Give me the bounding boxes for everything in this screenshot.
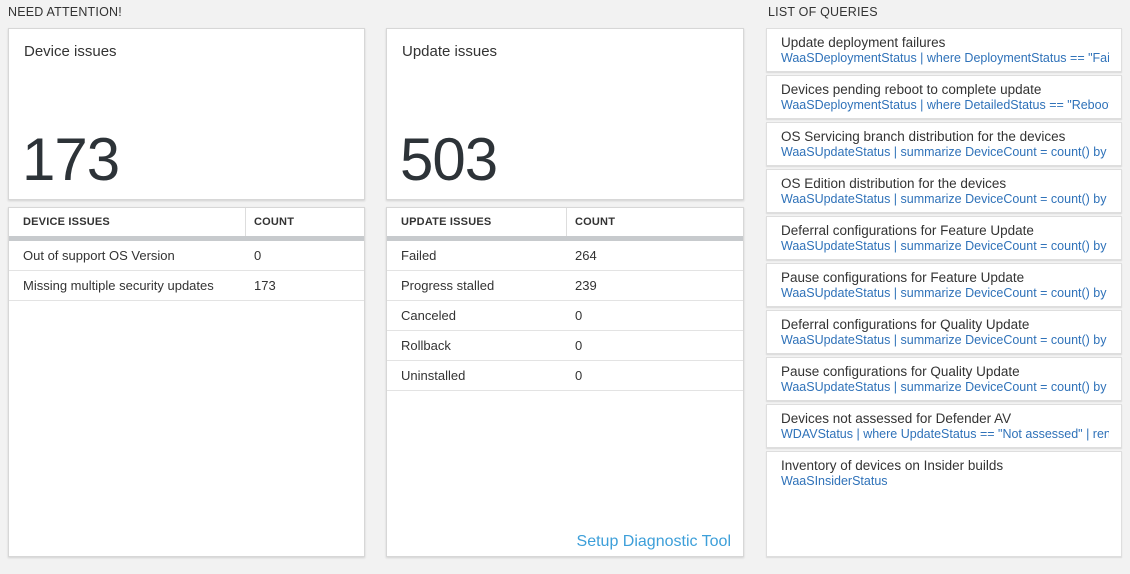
device-issues-tile[interactable]: Device issues 173 — [8, 28, 365, 200]
issue-label: Uninstalled — [401, 368, 466, 383]
query-title: Devices not assessed for Defender AV — [781, 411, 1012, 426]
query-item[interactable]: Deferral configurations for Feature Upda… — [766, 216, 1122, 260]
need-attention-section-header: NEED ATTENTION! — [8, 5, 122, 19]
device-issues-column-header: DEVICE ISSUES — [9, 208, 246, 236]
table-row[interactable]: Uninstalled 0 — [387, 361, 743, 391]
query-text: WDAVStatus | where UpdateStatus == "Not … — [781, 427, 1109, 441]
update-issues-table-header: UPDATE ISSUES COUNT — [387, 208, 743, 236]
list-of-queries-section-header: LIST OF QUERIES — [768, 5, 878, 19]
query-text: WaaSUpdateStatus | summarize DeviceCount… — [781, 380, 1109, 394]
update-issues-table: UPDATE ISSUES COUNT Failed 264 Progress … — [386, 207, 744, 557]
table-row[interactable]: Rollback 0 — [387, 331, 743, 361]
query-title: Devices pending reboot to complete updat… — [781, 82, 1042, 97]
queries-list: Update deployment failures WaaSDeploymen… — [766, 28, 1122, 560]
query-item[interactable]: OS Servicing branch distribution for the… — [766, 122, 1122, 166]
issue-label: Canceled — [401, 308, 456, 323]
issue-count: 0 — [575, 308, 583, 323]
update-issues-column-header: UPDATE ISSUES — [387, 208, 567, 236]
query-item[interactable]: OS Edition distribution for the devices … — [766, 169, 1122, 213]
issue-label: Out of support OS Version — [23, 248, 175, 263]
query-title: OS Servicing branch distribution for the… — [781, 129, 1066, 144]
query-item[interactable]: Inventory of devices on Insider builds W… — [766, 451, 1122, 557]
update-issues-title: Update issues — [402, 43, 498, 60]
table-row[interactable]: Failed 264 — [387, 241, 743, 271]
query-item[interactable]: Deferral configurations for Quality Upda… — [766, 310, 1122, 354]
issue-label: Failed — [401, 248, 437, 263]
query-item[interactable]: Update deployment failures WaaSDeploymen… — [766, 28, 1122, 72]
issue-label: Progress stalled — [401, 278, 495, 293]
query-item[interactable]: Devices not assessed for Defender AV WDA… — [766, 404, 1122, 448]
table-row[interactable]: Missing multiple security updates 173 — [9, 271, 364, 301]
query-title: Pause configurations for Quality Update — [781, 364, 1020, 379]
device-issues-table-header: DEVICE ISSUES COUNT — [9, 208, 364, 236]
query-text: WaaSUpdateStatus | summarize DeviceCount… — [781, 192, 1109, 206]
count-column-header: COUNT — [254, 216, 295, 228]
issue-count: 0 — [254, 248, 262, 263]
query-title: Deferral configurations for Feature Upda… — [781, 223, 1034, 238]
update-issues-tile[interactable]: Update issues 503 — [386, 28, 744, 200]
table-header-divider — [387, 236, 743, 241]
issue-label: Rollback — [401, 338, 451, 353]
query-text: WaaSUpdateStatus | summarize DeviceCount… — [781, 286, 1109, 300]
device-issues-table: DEVICE ISSUES COUNT Out of support OS Ve… — [8, 207, 365, 557]
query-item[interactable]: Pause configurations for Feature Update … — [766, 263, 1122, 307]
issue-count: 173 — [254, 278, 276, 293]
query-text: WaaSInsiderStatus — [781, 474, 888, 488]
update-issues-count: 503 — [400, 126, 498, 193]
query-text: WaaSUpdateStatus | summarize DeviceCount… — [781, 145, 1109, 159]
device-issues-count: 173 — [22, 126, 120, 193]
query-text: WaaSUpdateStatus | summarize DeviceCount… — [781, 333, 1109, 347]
device-issues-title: Device issues — [24, 43, 117, 60]
query-item[interactable]: Devices pending reboot to complete updat… — [766, 75, 1122, 119]
issue-count: 0 — [575, 368, 583, 383]
query-title: Deferral configurations for Quality Upda… — [781, 317, 1030, 332]
table-header-divider — [9, 236, 364, 241]
table-row[interactable]: Progress stalled 239 — [387, 271, 743, 301]
query-text: WaaSDeploymentStatus | where DetailedSta… — [781, 98, 1109, 112]
query-text: WaaSDeploymentStatus | where DeploymentS… — [781, 51, 1109, 65]
setup-diagnostic-tool-link[interactable]: Setup Diagnostic Tool — [576, 533, 731, 550]
count-column-header: COUNT — [575, 216, 616, 228]
query-title: Update deployment failures — [781, 35, 946, 50]
table-row[interactable]: Canceled 0 — [387, 301, 743, 331]
issue-count: 0 — [575, 338, 583, 353]
query-title: Pause configurations for Feature Update — [781, 270, 1025, 285]
issue-count: 239 — [575, 278, 597, 293]
issue-count: 264 — [575, 248, 597, 263]
query-text: WaaSUpdateStatus | summarize DeviceCount… — [781, 239, 1109, 253]
table-row[interactable]: Out of support OS Version 0 — [9, 241, 364, 271]
query-item[interactable]: Pause configurations for Quality Update … — [766, 357, 1122, 401]
query-title: Inventory of devices on Insider builds — [781, 458, 1004, 473]
issue-label: Missing multiple security updates — [23, 278, 214, 293]
query-title: OS Edition distribution for the devices — [781, 176, 1007, 191]
